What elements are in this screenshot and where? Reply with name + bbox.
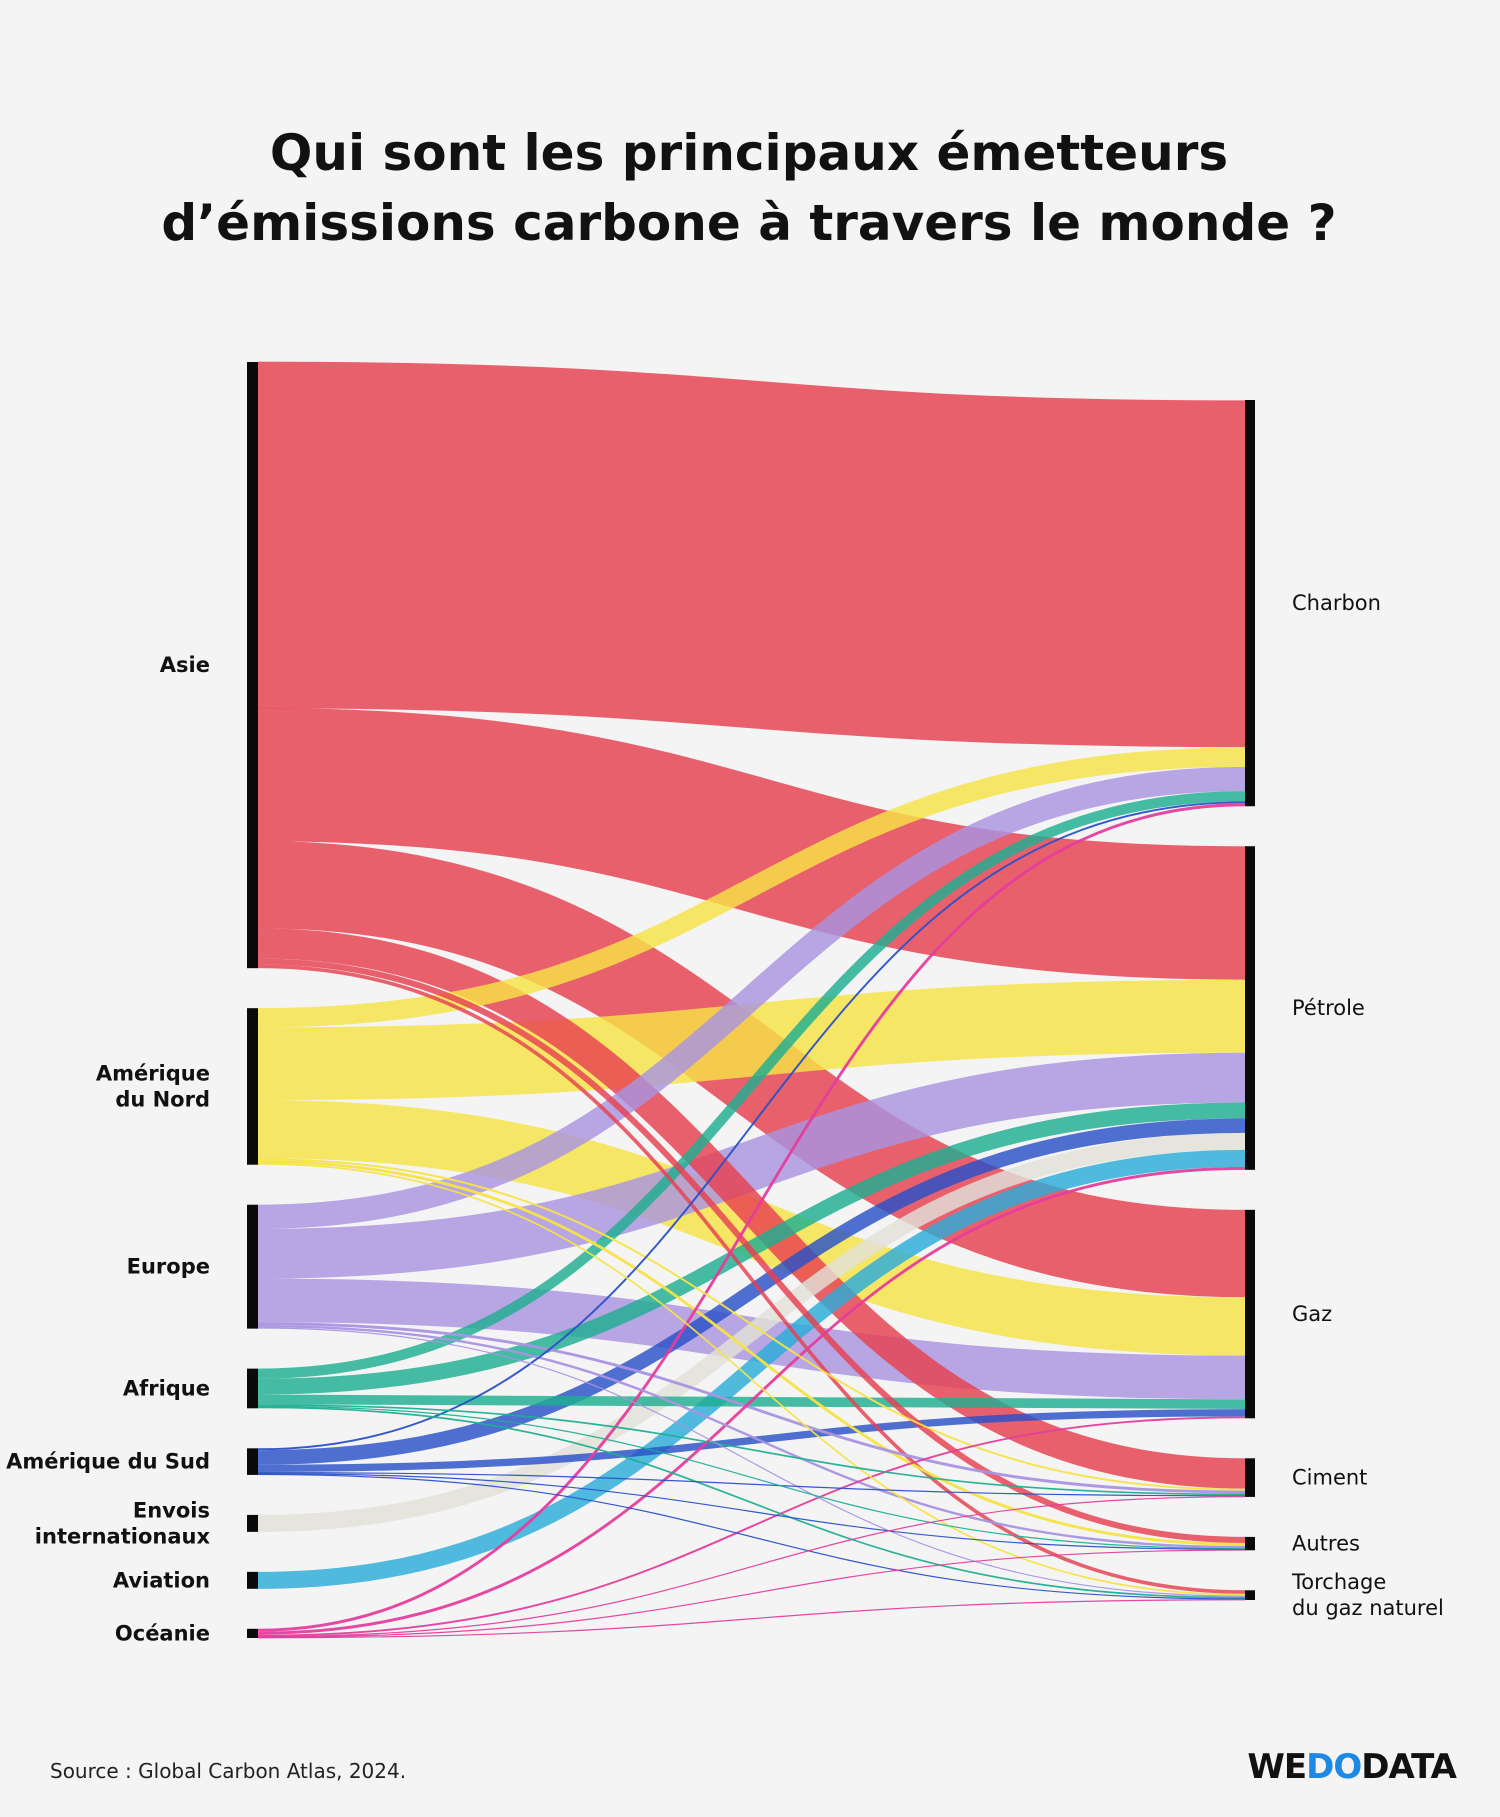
node-label-right: Gaz bbox=[1292, 1302, 1332, 1326]
flow-ams-to-torchage bbox=[257, 1473, 1246, 1600]
node-label-left: Amérique du Sud bbox=[6, 1450, 210, 1474]
labels-layer: Asie Amérique du Nord Europe Afrique Amérique… bbox=[6, 591, 1444, 1645]
flow-ams-to-autres bbox=[257, 1473, 1246, 1551]
node-right-ciment bbox=[1245, 1458, 1255, 1497]
flow-afr-to-autres bbox=[257, 1405, 1246, 1550]
node-left-avi bbox=[247, 1571, 258, 1589]
node-label-right: Ciment bbox=[1292, 1466, 1367, 1490]
node-left-amn bbox=[247, 1008, 258, 1165]
node-label-left: Amérique du Nord bbox=[96, 1061, 210, 1111]
flow-eur-to-petrole bbox=[257, 1052, 1246, 1279]
flow-amn-to-autres bbox=[257, 1160, 1246, 1546]
node-label-right: Charbon bbox=[1292, 591, 1381, 615]
node-label-right: Autres bbox=[1292, 1532, 1360, 1556]
node-label-left: Aviation bbox=[113, 1568, 210, 1592]
flow-ams-to-petrole bbox=[257, 1118, 1246, 1465]
node-left-afr bbox=[247, 1368, 258, 1409]
flow-ams-to-gaz bbox=[257, 1409, 1246, 1473]
logo-part-we: WE bbox=[1247, 1747, 1306, 1787]
chart-title-line-2: d’émissions carbone à travers le monde ? bbox=[161, 194, 1336, 252]
links-layer bbox=[257, 361, 1246, 1639]
flow-oce-to-charbon bbox=[257, 803, 1246, 1632]
flow-afr-to-ciment bbox=[257, 1404, 1246, 1496]
node-label-left: Asie bbox=[160, 653, 210, 677]
flow-asie-to-petrole bbox=[257, 707, 1246, 980]
node-left-env bbox=[247, 1514, 258, 1532]
node-label-left: Afrique bbox=[123, 1376, 210, 1400]
flow-env-to-petrole bbox=[257, 1132, 1246, 1532]
node-left-eur bbox=[247, 1204, 258, 1329]
node-label-left: Envois internationaux bbox=[35, 1498, 211, 1548]
flow-eur-to-torchage bbox=[257, 1327, 1246, 1597]
node-left-ams bbox=[247, 1448, 258, 1475]
svg-text:WEDODATA: WEDODATA bbox=[1247, 1747, 1457, 1787]
node-right-autres bbox=[1245, 1536, 1255, 1551]
nodes-layer bbox=[247, 362, 1255, 1638]
flow-afr-to-torchage bbox=[257, 1406, 1246, 1599]
chart-title-line-1: Qui sont les principaux émetteurs bbox=[270, 124, 1228, 182]
node-right-gaz bbox=[1245, 1209, 1255, 1419]
flow-asie-to-ciment bbox=[257, 928, 1246, 1489]
logo-part-do: DO bbox=[1306, 1747, 1361, 1787]
flow-amn-to-petrole bbox=[257, 979, 1246, 1101]
node-label-right: Torchage du gaz naturel bbox=[1291, 1570, 1444, 1620]
node-right-charbon bbox=[1245, 400, 1255, 807]
flow-oce-to-petrole bbox=[257, 1166, 1246, 1635]
flow-asie-to-torchage bbox=[257, 964, 1246, 1594]
node-right-petrole bbox=[1245, 846, 1255, 1170]
flow-oce-to-ciment bbox=[257, 1496, 1246, 1638]
logo-part-data: DATA bbox=[1361, 1747, 1457, 1787]
flow-asie-to-charbon bbox=[257, 361, 1246, 748]
flow-oce-to-gaz bbox=[257, 1416, 1246, 1637]
flow-eur-to-autres bbox=[257, 1324, 1246, 1549]
node-left-asie bbox=[247, 362, 258, 969]
node-right-torchage bbox=[1245, 1590, 1255, 1600]
flow-avi-to-petrole bbox=[257, 1149, 1246, 1589]
flow-ams-to-charbon bbox=[257, 801, 1246, 1451]
flow-eur-to-ciment bbox=[257, 1322, 1246, 1494]
flow-oce-to-torchage bbox=[257, 1599, 1246, 1639]
wedodata-logo: WEDODATA bbox=[1247, 1747, 1458, 1787]
source-note: Source : Global Carbon Atlas, 2024. bbox=[50, 1759, 406, 1783]
node-label-left: Océanie bbox=[115, 1621, 210, 1645]
flow-ams-to-ciment bbox=[257, 1472, 1246, 1497]
flow-amn-to-torchage bbox=[257, 1163, 1246, 1596]
flow-oce-to-autres bbox=[257, 1549, 1246, 1638]
node-label-left: Europe bbox=[127, 1255, 210, 1279]
flow-amn-to-ciment bbox=[257, 1158, 1246, 1491]
node-left-oce bbox=[247, 1628, 258, 1638]
node-label-right: Pétrole bbox=[1292, 996, 1365, 1020]
